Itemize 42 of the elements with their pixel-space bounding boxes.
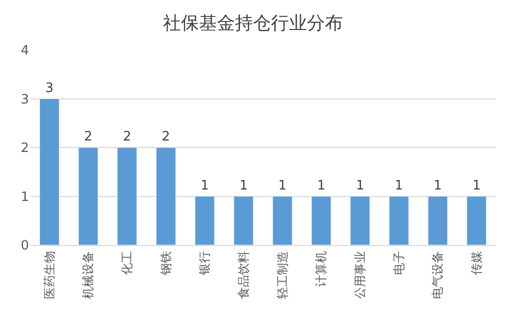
bar [117,147,138,245]
x-tick-label: 医药生物 [42,250,56,299]
data-label: 3 [45,80,54,96]
bar [234,196,254,245]
data-label: 1 [472,178,481,194]
data-label: 2 [122,130,132,144]
bar [466,196,487,245]
bar [388,196,409,245]
data-label: 1 [200,178,209,194]
y-tick-label: 4 [20,44,29,59]
bar [39,98,60,245]
data-label: 1 [394,178,404,194]
bar [428,196,448,245]
data-label: 2 [162,130,170,144]
x-tick-label: 机械设备 [81,250,96,299]
bar [78,147,98,245]
chart-title: 社保基金持仓行业分布 [163,12,343,34]
bar [350,196,370,245]
data-label: 1 [356,178,364,194]
x-tick-label: 银行 [198,250,212,276]
bar [194,196,215,245]
data-label: 1 [317,178,326,194]
data-label: 1 [278,178,287,194]
x-tick-label: 公用事业 [352,250,367,299]
x-tick-label: 化工 [120,250,134,275]
x-tick-label: 电子 [392,250,406,275]
x-tick-label: 电气设备 [430,250,445,299]
bar [311,196,332,245]
y-tick-label: 0 [20,238,29,254]
y-tick-label: 1 [20,190,29,205]
data-label: 1 [434,178,442,194]
data-label: 2 [84,130,92,144]
x-tick-label: 轻工制造 [275,250,290,299]
x-tick-label: 食品饮料 [236,250,250,299]
y-tick-label: 2 [20,141,29,156]
bar [156,147,176,245]
data-label: 1 [239,178,248,194]
x-tick-label: 传媒 [469,250,484,275]
bar [272,196,292,245]
x-tick-label: 计算机 [314,250,328,287]
x-tick-label: 钢铁 [158,250,173,276]
y-tick-label: 3 [20,92,29,108]
